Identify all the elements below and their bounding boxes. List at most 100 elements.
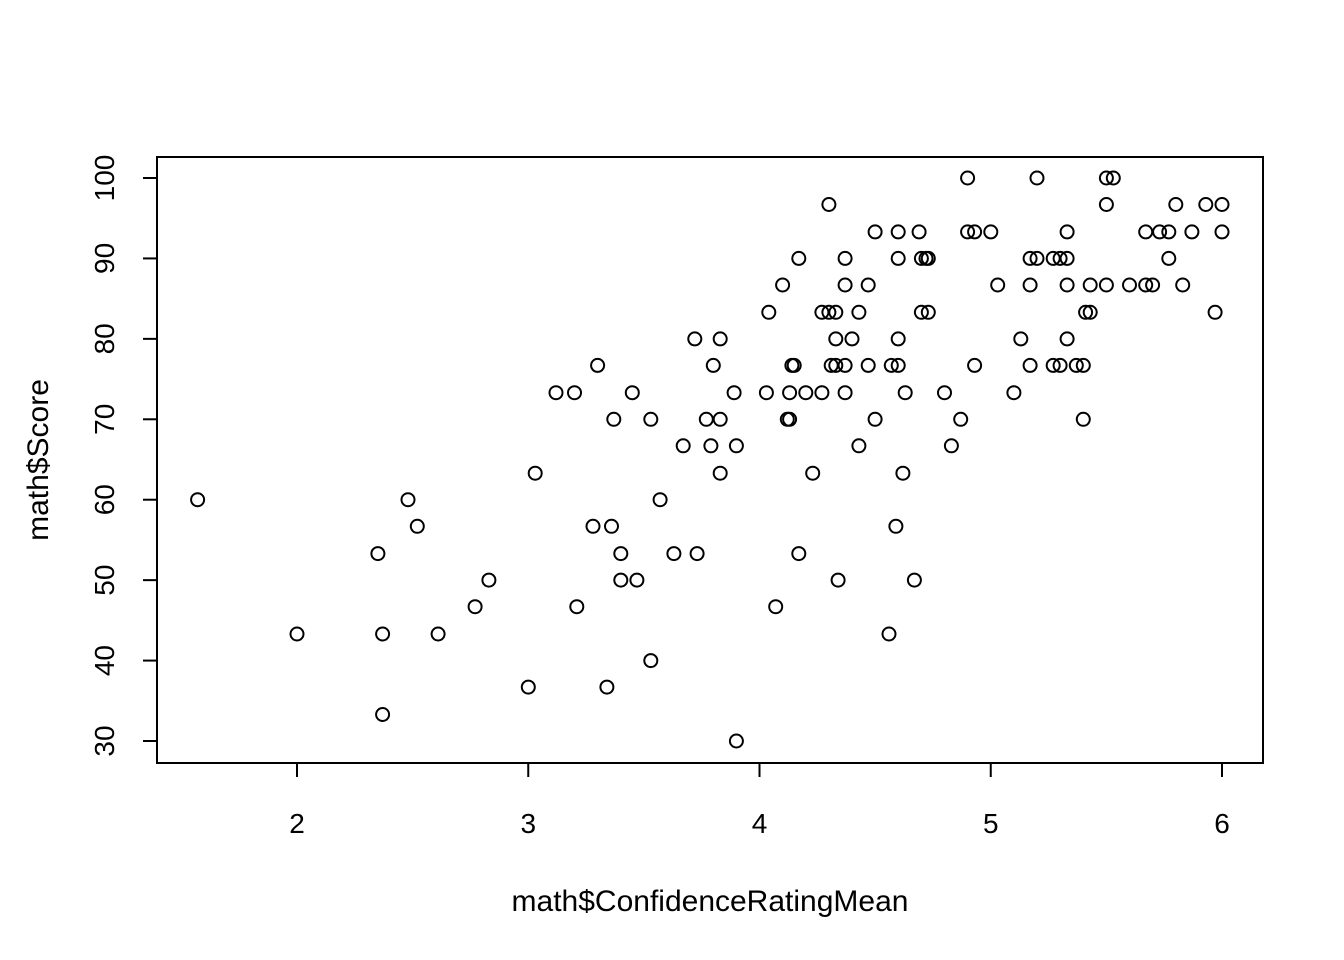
data-point [920, 304, 936, 320]
data-point [1045, 357, 1061, 373]
data-point [906, 572, 922, 588]
data-point [643, 653, 659, 669]
data-point [1059, 250, 1075, 266]
data-point [728, 438, 744, 454]
data-point [1029, 170, 1045, 186]
data-point [666, 546, 682, 562]
x-axis-label: math$ConfidenceRatingMean [512, 885, 909, 918]
y-tick-label: 30 [89, 725, 120, 756]
data-point [911, 224, 927, 240]
data-point [726, 385, 742, 401]
data-point [712, 411, 728, 427]
data-point [860, 357, 876, 373]
data-point [1138, 224, 1154, 240]
data-point [527, 465, 543, 481]
data-point [599, 679, 615, 695]
data-point [705, 357, 721, 373]
data-point [190, 492, 206, 508]
data-point [1082, 277, 1098, 293]
data-point [712, 331, 728, 347]
data-point [967, 224, 983, 240]
y-tick-label: 90 [89, 243, 120, 274]
data-point [1052, 250, 1068, 266]
data-point [624, 385, 640, 401]
data-point [830, 572, 846, 588]
data-point [606, 411, 622, 427]
data-point [689, 546, 705, 562]
data-point [837, 250, 853, 266]
data-point [289, 626, 305, 642]
data-point [652, 492, 668, 508]
data-point [629, 572, 645, 588]
data-point [1161, 250, 1177, 266]
data-point [913, 250, 929, 266]
data-point [983, 224, 999, 240]
data-point [1138, 277, 1154, 293]
data-point [837, 277, 853, 293]
data-point [798, 385, 814, 401]
data-point [761, 304, 777, 320]
data-point [758, 385, 774, 401]
data-point [1052, 357, 1068, 373]
data-point [844, 331, 860, 347]
data-point [786, 357, 802, 373]
data-point [920, 250, 936, 266]
data-point [890, 250, 906, 266]
data-point [1152, 224, 1168, 240]
data-point [775, 277, 791, 293]
y-tick-label: 40 [89, 645, 120, 676]
data-point [1022, 250, 1038, 266]
data-point [1105, 170, 1121, 186]
data-point [698, 411, 714, 427]
data-point [897, 385, 913, 401]
data-point [768, 599, 784, 615]
data-point [548, 385, 564, 401]
data-point [867, 224, 883, 240]
data-point [782, 385, 798, 401]
data-point [1175, 277, 1191, 293]
data-point [953, 411, 969, 427]
x-axis: 2 3 4 5 6 [289, 762, 1230, 839]
data-point [828, 331, 844, 347]
data-point [1029, 250, 1045, 266]
data-point [1013, 331, 1029, 347]
data-point [375, 626, 391, 642]
data-point [1207, 304, 1223, 320]
data-point [881, 626, 897, 642]
data-point [409, 518, 425, 534]
data-point [828, 304, 844, 320]
data-point [1161, 224, 1177, 240]
data-point [895, 465, 911, 481]
data-point [712, 465, 728, 481]
data-point [1075, 357, 1091, 373]
data-point [805, 465, 821, 481]
data-points [190, 170, 1230, 749]
data-point [888, 518, 904, 534]
data-point [375, 707, 391, 722]
data-point [1098, 277, 1114, 293]
data-point [430, 626, 446, 642]
data-point [867, 411, 883, 427]
data-point [1214, 197, 1230, 212]
y-tick-label: 100 [89, 155, 120, 202]
x-tick-label: 3 [520, 808, 536, 839]
data-point [821, 197, 837, 212]
data-point [1059, 331, 1075, 347]
data-point [728, 733, 744, 749]
data-point [604, 518, 619, 534]
data-point [883, 357, 899, 373]
data-point [467, 599, 483, 615]
x-tick-label: 4 [752, 808, 768, 839]
data-point [1122, 277, 1137, 293]
data-point [1082, 304, 1098, 320]
data-point [851, 438, 867, 454]
y-tick-label: 70 [89, 404, 120, 435]
data-point [890, 357, 906, 373]
data-point [890, 331, 906, 347]
data-point [1059, 277, 1075, 293]
data-point [1022, 277, 1038, 293]
y-tick-label: 50 [89, 565, 120, 596]
data-point [569, 599, 585, 615]
data-point [1022, 357, 1038, 373]
